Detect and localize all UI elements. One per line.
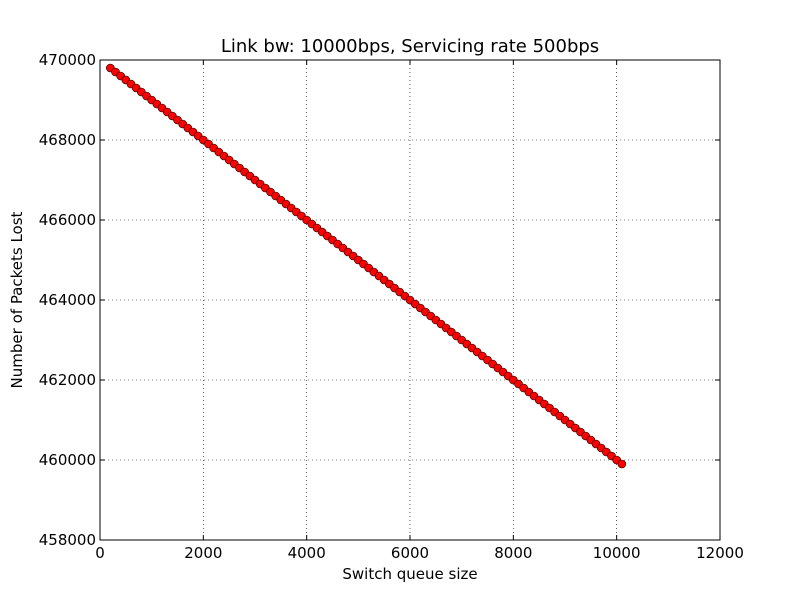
- y-tick-label: 458000: [39, 531, 96, 549]
- x-tick-label: 2000: [184, 544, 222, 562]
- data-point: [617, 459, 627, 469]
- x-axis-label: Switch queue size: [342, 565, 477, 583]
- y-tick-label: 464000: [39, 291, 96, 309]
- y-tick-label: 462000: [39, 371, 96, 389]
- y-tick-label: 466000: [39, 211, 96, 229]
- x-tick-label: 12000: [696, 544, 744, 562]
- x-tick-label: 8000: [494, 544, 532, 562]
- x-tick-label: 4000: [288, 544, 326, 562]
- chart-title: Link bw: 10000bps, Servicing rate 500bps: [221, 36, 599, 57]
- y-tick-label: 468000: [39, 131, 96, 149]
- x-tick-label: 10000: [593, 544, 641, 562]
- y-tick-label: 470000: [39, 51, 96, 69]
- x-tick-label: 0: [95, 544, 105, 562]
- y-axis-label: Number of Packets Lost: [8, 211, 26, 388]
- y-tick-label: 460000: [39, 451, 96, 469]
- ticks: 0 2000 4000 6000 8000 10000 12000 458000 460000 4…: [39, 51, 744, 562]
- x-tick-label: 6000: [391, 544, 429, 562]
- series: [106, 63, 627, 469]
